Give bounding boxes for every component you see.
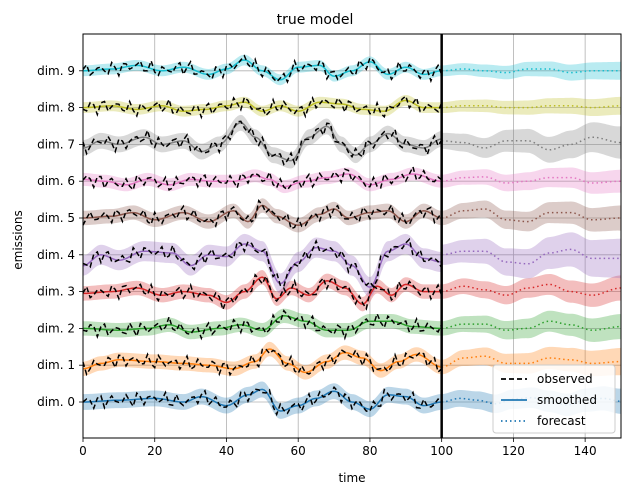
y-tick-label: dim. 0 — [37, 395, 75, 409]
y-tick-label: dim. 6 — [37, 174, 75, 188]
forecast-band-dim-2 — [441, 310, 621, 342]
y-tick-label: dim. 5 — [37, 211, 75, 225]
legend-box — [492, 364, 616, 434]
smoothed-band-dim-9 — [83, 54, 442, 86]
observed-line-dim-0 — [82, 386, 442, 417]
y-tick-label: dim. 3 — [37, 285, 75, 299]
y-axis-label: emissions — [11, 210, 25, 269]
smoothed-line-dim-3 — [82, 276, 442, 305]
smoothed-line-dim-7 — [82, 122, 442, 162]
smoothed-band-dim-1 — [83, 341, 442, 380]
forecast-band-dim-8 — [441, 96, 621, 117]
axis-ticks: 0 20 40 60 80 100 120 140 dim. 0 dim. 1 dim. 2 dim.… — [37, 64, 596, 458]
observed-line-dim-3 — [82, 273, 443, 313]
y-tick-label: dim. 7 — [37, 137, 75, 151]
observed-line-dim-5 — [82, 198, 443, 230]
y-tick-label: dim. 9 — [37, 64, 75, 78]
forecast-line-dim-5 — [441, 208, 622, 223]
smoothed-line-dim-5 — [82, 204, 442, 226]
x-tick-label: 80 — [362, 444, 377, 458]
smoothed-band-dim-7 — [83, 114, 442, 169]
forecast-line-dim-8 — [441, 105, 622, 109]
observed-line-dim-2 — [82, 309, 443, 341]
legend-label-smoothed: smoothed — [537, 393, 597, 407]
x-tick-label: 0 — [79, 444, 87, 458]
x-tick-label: 60 — [291, 444, 306, 458]
forecast-line-dim-1 — [441, 355, 622, 368]
x-tick-label: 120 — [502, 444, 525, 458]
x-axis-label: time — [338, 471, 365, 485]
smoothed-line-dim-1 — [82, 348, 442, 374]
y-tick-label: dim. 2 — [37, 321, 75, 335]
plot-frame — [82, 33, 622, 439]
forecast-band-dim-3 — [441, 273, 621, 307]
observed-line-dim-4 — [82, 237, 443, 289]
x-tick-label: 140 — [574, 444, 597, 458]
legend-label-observed: observed — [537, 372, 593, 386]
forecast-line-dim-6 — [441, 176, 622, 184]
smoothed-line-dim-6 — [82, 173, 442, 188]
forecast-line-dim-4 — [441, 248, 621, 265]
y-tick-label: dim. 8 — [37, 101, 75, 115]
forecast-band-dim-7 — [441, 122, 621, 163]
chart-title: true model — [277, 12, 354, 28]
y-tick-label: dim. 1 — [37, 358, 75, 372]
observed-line-dim-7 — [82, 120, 443, 166]
forecast-band-dim-9 — [441, 61, 621, 81]
observed-line-dim-8 — [82, 94, 443, 120]
smoothed-band-dim-0 — [83, 381, 442, 419]
forecast-line-dim-2 — [441, 320, 622, 331]
legend: observed smoothed forecast — [492, 364, 616, 434]
observed-line-dim-1 — [82, 348, 443, 377]
y-tick-label: dim. 4 — [37, 248, 75, 262]
smoothed-line-dim-8 — [82, 99, 442, 112]
x-tick-label: 100 — [430, 444, 453, 458]
observed-line-dim-6 — [82, 164, 443, 192]
forecast-band-dim-4 — [441, 232, 621, 279]
smoothed-line-dim-2 — [82, 315, 442, 333]
forecast-line-dim-9 — [441, 68, 621, 74]
smoothed-band-dim-4 — [83, 233, 442, 298]
smoothed-band-dim-2 — [83, 308, 442, 340]
forecast-band-dim-5 — [441, 200, 621, 232]
x-tick-label: 40 — [219, 444, 234, 458]
observed-line-dim-9 — [82, 54, 443, 84]
legend-label-forecast: forecast — [537, 414, 586, 428]
x-tick-label: 20 — [147, 444, 162, 458]
smoothed-band-dim-5 — [83, 198, 442, 233]
